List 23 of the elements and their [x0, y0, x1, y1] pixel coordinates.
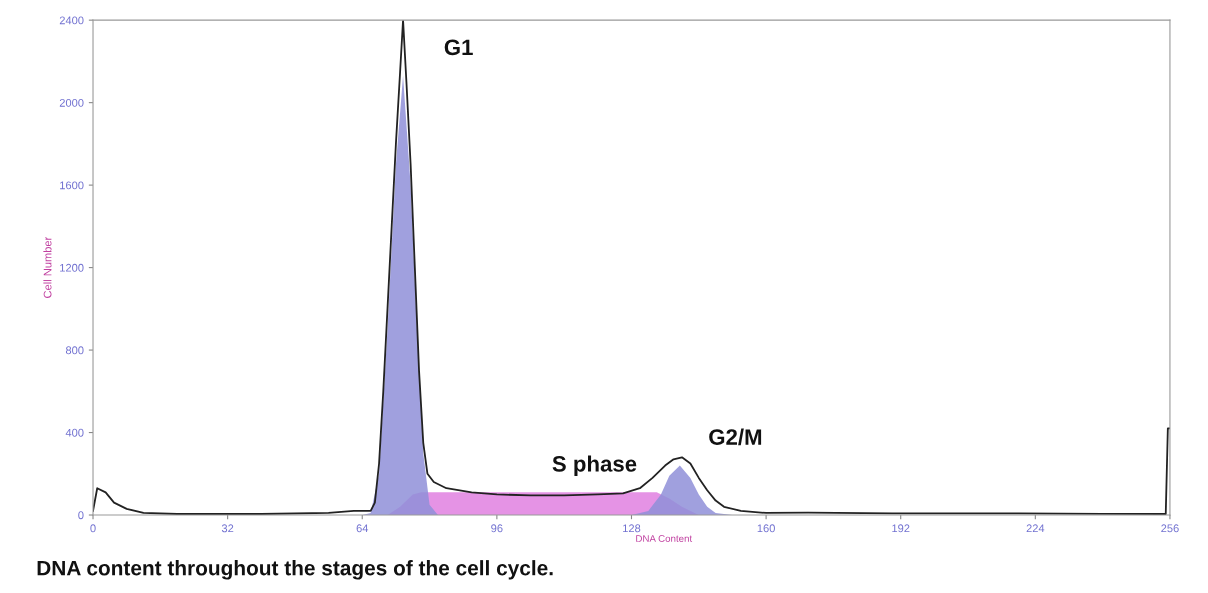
x-tick-label: 32: [221, 524, 234, 533]
x-tick-label: 256: [1161, 524, 1179, 533]
x-tick-label: 128: [623, 524, 641, 533]
x-axis-title: DNA Content: [636, 535, 693, 542]
x-tick-label: 0: [90, 524, 96, 533]
y-tick-label: 400: [65, 428, 84, 437]
x-tick-label: 160: [757, 524, 775, 533]
x-tick-label: 224: [1026, 524, 1045, 533]
x-tick-label: 96: [491, 524, 503, 533]
y-tick-label: 800: [65, 346, 84, 355]
y-tick-label: 1200: [60, 263, 84, 272]
text: DNA content throughout the stages of the cell cycle.: [37, 560, 553, 580]
line-series: [93, 20, 1170, 515]
y-tick-label: 2000: [59, 98, 84, 107]
x-tick-label: 192: [892, 524, 910, 533]
y-axis-title: Cell Number: [43, 236, 52, 298]
series-label: S phase: [552, 455, 637, 477]
y-tick-label: 2400: [59, 16, 84, 25]
series-label: G2/M: [709, 428, 762, 446]
y-tick-label: 1600: [60, 181, 84, 190]
text: G1: [444, 39, 473, 56]
y-tick-label: 0: [78, 511, 84, 520]
x-tick-label: 64: [356, 524, 369, 533]
